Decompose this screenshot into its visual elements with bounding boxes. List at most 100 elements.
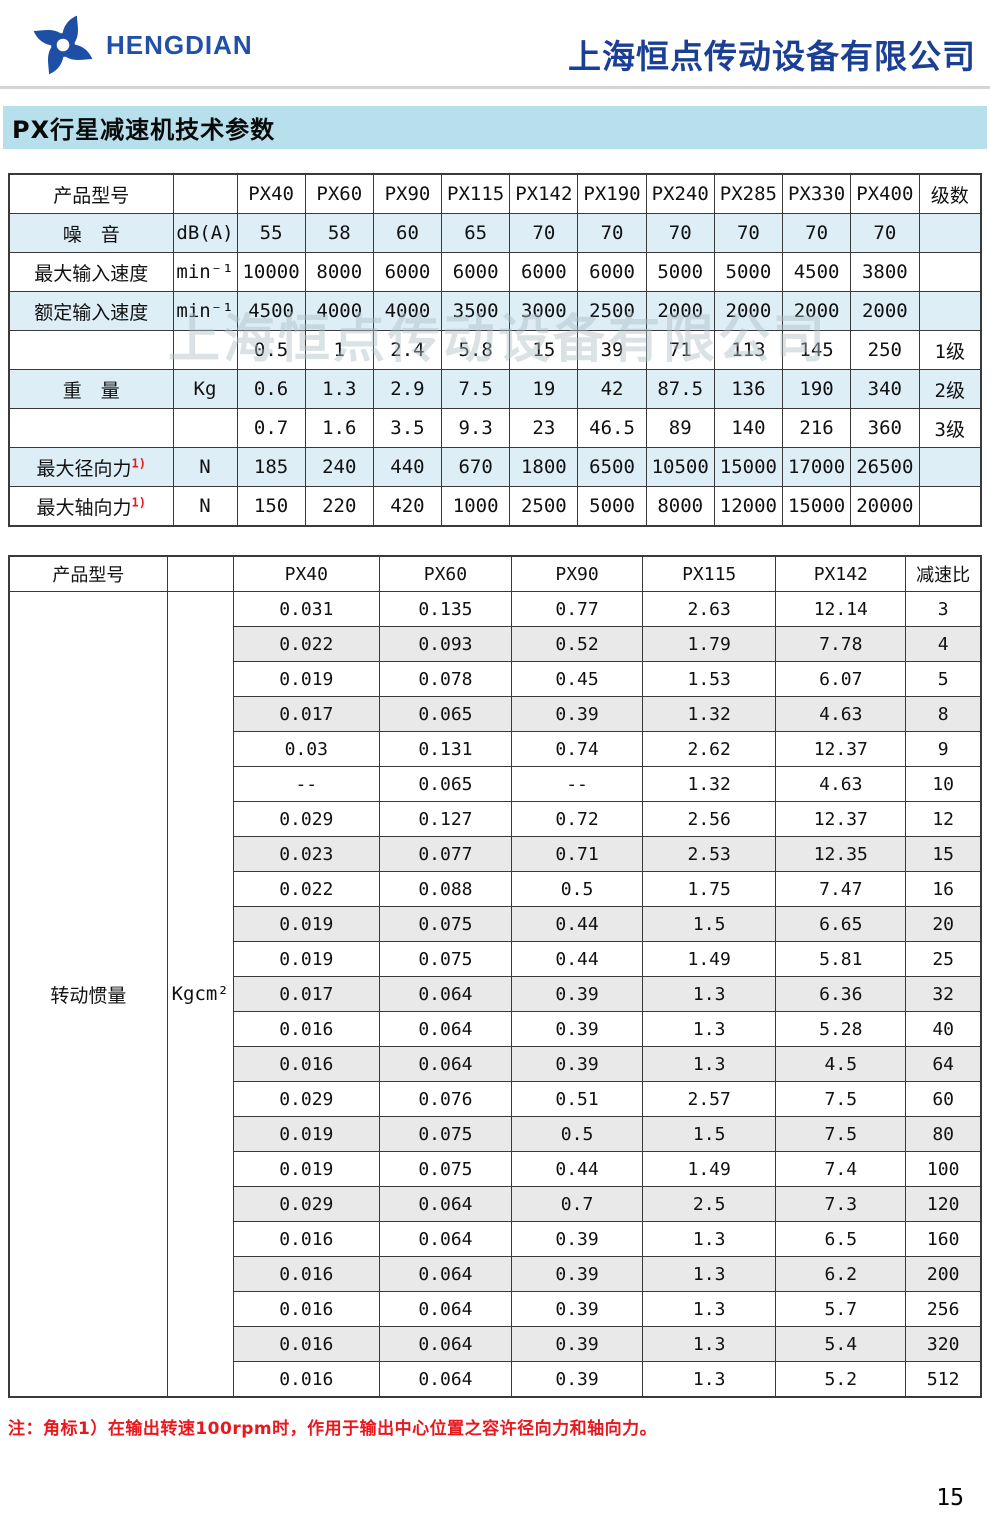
ratio-cell: 100 (905, 1151, 982, 1187)
row-unit-cell: Kg (172, 369, 238, 409)
footnote-text: 注：角标1）在输出转速100rpm时，作用于输出中心位置之容许径向力和轴向力。 (8, 1419, 658, 1439)
table-row: 0.016 0.064 0.39 1.3 5.2 512 (9, 1361, 982, 1398)
column-header-model: PX90 (372, 173, 443, 214)
stage-cell (918, 486, 982, 527)
value-cell: 10000 (236, 252, 306, 292)
value-cell: 1.79 (642, 626, 777, 662)
value-cell: 440 (372, 447, 443, 487)
value-cell: 5.7 (775, 1291, 907, 1327)
stage-cell: 3级 (918, 408, 982, 448)
value-cell: 0.017 (232, 976, 380, 1012)
table-row: 0.016 0.064 0.39 1.3 6.5 160 (9, 1221, 982, 1257)
value-cell: 4.63 (775, 696, 907, 732)
column-header-model: PX142 (775, 555, 907, 592)
stage-cell: 2级 (918, 369, 982, 409)
value-cell: 1.3 (642, 1046, 777, 1082)
value-cell: 55 (236, 213, 306, 253)
value-cell: 46.5 (577, 408, 647, 448)
value-cell: 0.075 (378, 1151, 512, 1187)
column-header-model: PX115 (642, 555, 777, 592)
table-row: 0.016 0.064 0.39 1.3 5.28 40 (9, 1011, 982, 1047)
value-cell: 2500 (577, 291, 647, 331)
value-cell: 0.019 (232, 941, 380, 977)
value-cell: 1.32 (642, 696, 777, 732)
table-row: 0.016 0.064 0.39 1.3 5.4 320 (9, 1326, 982, 1362)
row-label-cell: 最大输入速度 (8, 252, 174, 292)
value-cell: 0.075 (378, 941, 512, 977)
value-cell: 2000 (713, 291, 784, 331)
value-cell: 3.5 (372, 408, 443, 448)
value-cell: 0.44 (510, 1151, 644, 1187)
value-cell: 0.7 (236, 408, 306, 448)
value-cell: 7.3 (775, 1186, 907, 1222)
value-cell: 0.03 (232, 731, 380, 767)
table-row: 0.017 0.065 0.39 1.32 4.63 8 (9, 696, 982, 732)
value-cell: 4500 (781, 252, 852, 292)
value-cell: 0.093 (378, 626, 512, 662)
value-cell: 216 (781, 408, 852, 448)
value-cell: 0.064 (378, 1186, 512, 1222)
value-cell: 1.3 (304, 369, 374, 409)
value-cell: 6000 (441, 252, 511, 292)
ratio-cell: 8 (905, 696, 982, 732)
value-cell: 2.63 (642, 591, 777, 627)
value-cell: 6.07 (775, 661, 907, 697)
value-cell: 2.62 (642, 731, 777, 767)
table-row: 0.016 0.064 0.39 1.3 5.7 256 (9, 1291, 982, 1327)
column-header-model: PX285 (713, 173, 784, 214)
value-cell: 39 (577, 330, 647, 370)
table-row: 0.016 0.064 0.39 1.3 4.5 64 (9, 1046, 982, 1082)
general-parameters-table-wrap: 上海恒点传动设备有限公司 产品型号 PX40 PX60 PX90 PX115 PX142 P… (8, 173, 982, 527)
value-cell: 0.39 (510, 696, 644, 732)
value-cell: 1.3 (642, 1221, 777, 1257)
ratio-cell: 320 (905, 1326, 982, 1362)
value-cell: 70 (713, 213, 784, 253)
value-cell: 9.3 (441, 408, 511, 448)
row-label-cell: 额定输入速度 (8, 291, 174, 331)
value-cell: 5000 (577, 486, 647, 527)
stage-cell: 1级 (918, 330, 982, 370)
value-cell: 1.75 (642, 871, 777, 907)
column-header-model: PX330 (781, 173, 852, 214)
value-cell: 6.36 (775, 976, 907, 1012)
value-cell: 0.065 (378, 696, 512, 732)
value-cell: 1.49 (642, 941, 777, 977)
table-row: 重 量 Kg 0.6 1.3 2.9 7.5 19 42 87.5 136 190 340 2级 (8, 369, 982, 409)
row-unit-cell (172, 330, 238, 370)
value-cell: 0.39 (510, 1256, 644, 1292)
row-unit-cell: min⁻¹ (172, 291, 238, 331)
value-cell: 70 (577, 213, 647, 253)
value-cell: 1.32 (642, 766, 777, 802)
inertia-table-wrap: 产品型号 PX40 PX60 PX90 PX115 PX142 减速比 转动惯量 Kgcm² 0.… (8, 555, 982, 1398)
column-header-model: PX90 (510, 555, 644, 592)
value-cell: 1.3 (642, 976, 777, 1012)
value-cell: 240 (304, 447, 374, 487)
value-cell: 0.016 (232, 1326, 380, 1362)
value-cell: 0.45 (510, 661, 644, 697)
value-cell: 6000 (577, 252, 647, 292)
row-unit-cell: min⁻¹ (172, 252, 238, 292)
column-header-model: PX190 (577, 173, 647, 214)
table-row: 0.023 0.077 0.71 2.53 12.35 15 (9, 836, 982, 872)
table-row: 0.03 0.131 0.74 2.62 12.37 9 (9, 731, 982, 767)
value-cell: 12.14 (775, 591, 907, 627)
value-cell: 7.5 (775, 1116, 907, 1152)
value-cell: 5.28 (775, 1011, 907, 1047)
value-cell: 2.9 (372, 369, 443, 409)
ratio-cell: 3 (905, 591, 982, 627)
value-cell: 71 (645, 330, 715, 370)
table-row: 0.019 0.075 0.44 1.49 7.4 100 (9, 1151, 982, 1187)
row-label-cell: 重 量 (8, 369, 174, 409)
value-cell: 4500 (236, 291, 306, 331)
value-cell: 0.016 (232, 1221, 380, 1257)
header-row: 产品型号 PX40 PX60 PX90 PX115 PX142 PX190 PX240 PX28… (8, 173, 982, 214)
value-cell: 0.065 (378, 766, 512, 802)
column-header-last: 减速比 (905, 555, 982, 592)
value-cell: 60 (372, 213, 443, 253)
value-cell: 0.075 (378, 1116, 512, 1152)
value-cell: 15 (509, 330, 579, 370)
column-header-product-model: 产品型号 (8, 173, 174, 214)
value-cell: 0.064 (378, 1221, 512, 1257)
value-cell: 12.37 (775, 801, 907, 837)
value-cell: 0.127 (378, 801, 512, 837)
